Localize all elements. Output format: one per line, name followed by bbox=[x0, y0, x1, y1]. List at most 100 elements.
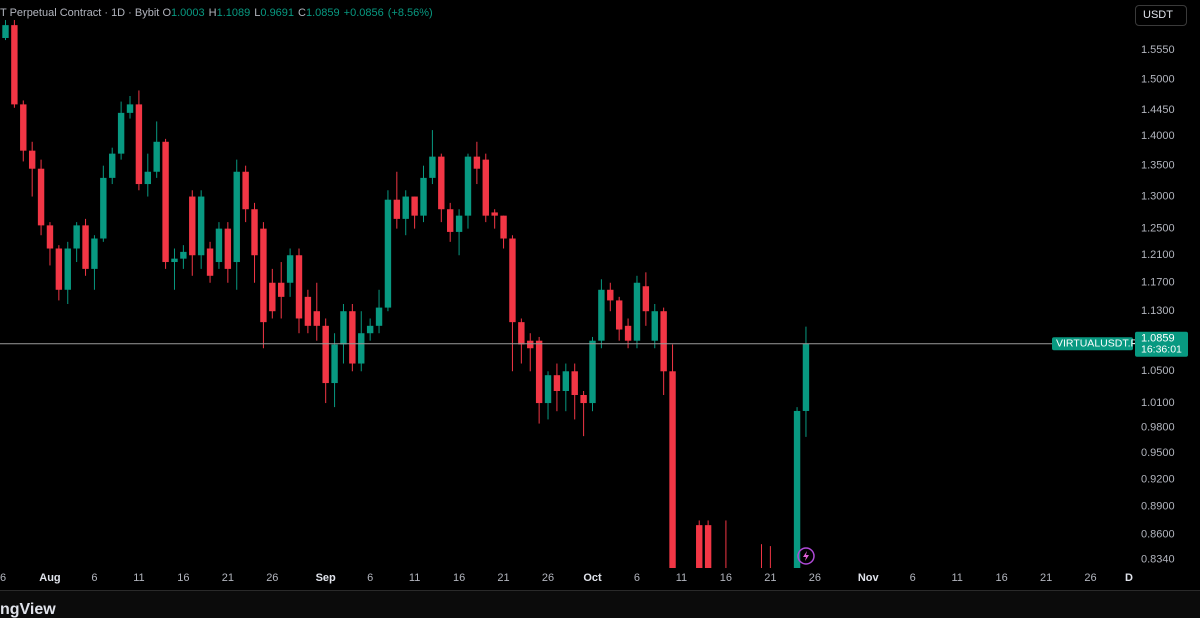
candle-body bbox=[429, 156, 436, 178]
candle-body bbox=[438, 156, 445, 210]
y-tick-label: 1.1700 bbox=[1141, 277, 1175, 289]
candle-body bbox=[304, 296, 312, 326]
candle-body bbox=[11, 25, 18, 105]
candle-body bbox=[491, 212, 498, 216]
x-tick-label: 6 bbox=[91, 572, 97, 584]
candle-body bbox=[82, 225, 89, 269]
candle-body bbox=[331, 344, 338, 384]
alert-icon-bolt bbox=[803, 551, 809, 561]
candle-body bbox=[633, 282, 641, 341]
candle-body bbox=[171, 258, 178, 263]
candle-body bbox=[420, 177, 427, 216]
candle-body bbox=[651, 311, 658, 341]
x-tick-label: 21 bbox=[1040, 572, 1052, 584]
candle-body bbox=[793, 410, 801, 568]
y-tick-label: 1.0500 bbox=[1141, 365, 1175, 377]
x-tick-label: 21 bbox=[222, 572, 234, 584]
candle-body bbox=[109, 153, 116, 178]
x-tick-label: 16 bbox=[995, 572, 1007, 584]
candle-body bbox=[518, 322, 525, 345]
candle-body bbox=[215, 228, 223, 263]
candle-body bbox=[509, 238, 516, 323]
x-tick-label: 11 bbox=[676, 572, 687, 584]
plot-area bbox=[0, 20, 1135, 568]
candle-body bbox=[224, 228, 232, 269]
candle-body bbox=[802, 343, 810, 411]
candle-body bbox=[473, 156, 481, 169]
candle-body bbox=[269, 282, 276, 312]
x-tick-label: 16 bbox=[177, 572, 189, 584]
ohlc-key: O bbox=[162, 7, 171, 19]
candle-body bbox=[580, 395, 587, 404]
y-tick-label: 1.0100 bbox=[1141, 397, 1175, 409]
y-tick-label: 1.2500 bbox=[1141, 223, 1175, 235]
candle-body bbox=[180, 251, 187, 259]
x-tick-label: Aug bbox=[39, 572, 60, 584]
y-tick-label: 0.8340 bbox=[1141, 554, 1175, 566]
candle-body bbox=[295, 255, 303, 319]
y-tick-label: 0.8600 bbox=[1141, 529, 1175, 541]
y-tick-label: 0.9500 bbox=[1141, 447, 1175, 459]
candle-body bbox=[340, 311, 347, 345]
footer-bar bbox=[0, 590, 1200, 618]
candle-body bbox=[37, 168, 45, 226]
candle-body bbox=[669, 371, 676, 568]
x-tick-label: 26 bbox=[1084, 572, 1096, 584]
y-tick-label: 1.3500 bbox=[1141, 160, 1175, 172]
candle-body bbox=[660, 311, 667, 372]
x-tick-label: 11 bbox=[951, 572, 962, 584]
y-tick-label: 0.9200 bbox=[1141, 473, 1175, 485]
candle-body bbox=[55, 248, 63, 290]
candle-body bbox=[358, 333, 365, 364]
x-tick-label: 11 bbox=[133, 572, 144, 584]
candle-body bbox=[189, 196, 196, 256]
alert-icon bbox=[797, 547, 815, 565]
candle-body bbox=[313, 311, 320, 326]
candle-body bbox=[562, 371, 570, 392]
candle-body bbox=[482, 159, 489, 216]
x-tick-label: Sep bbox=[316, 572, 336, 584]
candle-body bbox=[527, 340, 534, 349]
candle-body bbox=[455, 215, 463, 232]
candle-body bbox=[544, 375, 552, 404]
currency-button[interactable]: USDT bbox=[1135, 5, 1187, 26]
candle-body bbox=[135, 104, 143, 185]
candle-body bbox=[589, 340, 596, 404]
ohlc-value: 1.0003 bbox=[171, 7, 205, 19]
legend-header: T Perpetual Contract · 1D · Bybit O1.000… bbox=[0, 7, 437, 19]
axes: 1.5550 1.5000 1.4450 1.4000 1.3500 1.3000 1.25… bbox=[0, 44, 1188, 584]
candle-body bbox=[278, 282, 285, 297]
change-pct: (+8.56%) bbox=[387, 7, 433, 19]
symbol: T Perpetual Contract · 1D · Bybit bbox=[0, 7, 160, 19]
candle-body bbox=[233, 171, 240, 263]
candle-body bbox=[322, 325, 329, 384]
candle-body bbox=[153, 141, 160, 172]
candle-body bbox=[46, 225, 54, 249]
candle-body bbox=[500, 215, 507, 239]
x-tick-label: Nov bbox=[858, 572, 880, 584]
candle-body bbox=[446, 209, 454, 232]
price-axis-panel bbox=[1135, 0, 1200, 590]
candle-body bbox=[571, 371, 578, 396]
candle-body bbox=[251, 209, 258, 256]
candle-body bbox=[384, 199, 392, 308]
y-tick-label: 1.1300 bbox=[1141, 305, 1175, 317]
x-tick-label: 26 bbox=[542, 572, 554, 584]
symbol-label: VIRTUALUSDT.P bbox=[1056, 338, 1138, 350]
candle-body bbox=[28, 150, 36, 169]
y-tick-label: 1.4000 bbox=[1141, 130, 1175, 142]
x-tick-label: 26 bbox=[809, 572, 821, 584]
candle-body bbox=[20, 104, 27, 151]
x-tick-label: 6 bbox=[910, 572, 916, 584]
price-label: 1.0859 bbox=[1141, 333, 1175, 345]
candle-body bbox=[464, 156, 472, 216]
candle-body bbox=[126, 104, 134, 113]
x-tick-label: Oct bbox=[583, 572, 602, 584]
candle-body bbox=[100, 177, 107, 239]
x-tick-label: 11 bbox=[409, 572, 420, 584]
y-tick-label: 1.2100 bbox=[1141, 249, 1175, 261]
x-tick-label: 6 bbox=[367, 572, 373, 584]
countdown-label: 16:36:01 bbox=[1141, 344, 1182, 356]
candle-body bbox=[162, 141, 169, 263]
